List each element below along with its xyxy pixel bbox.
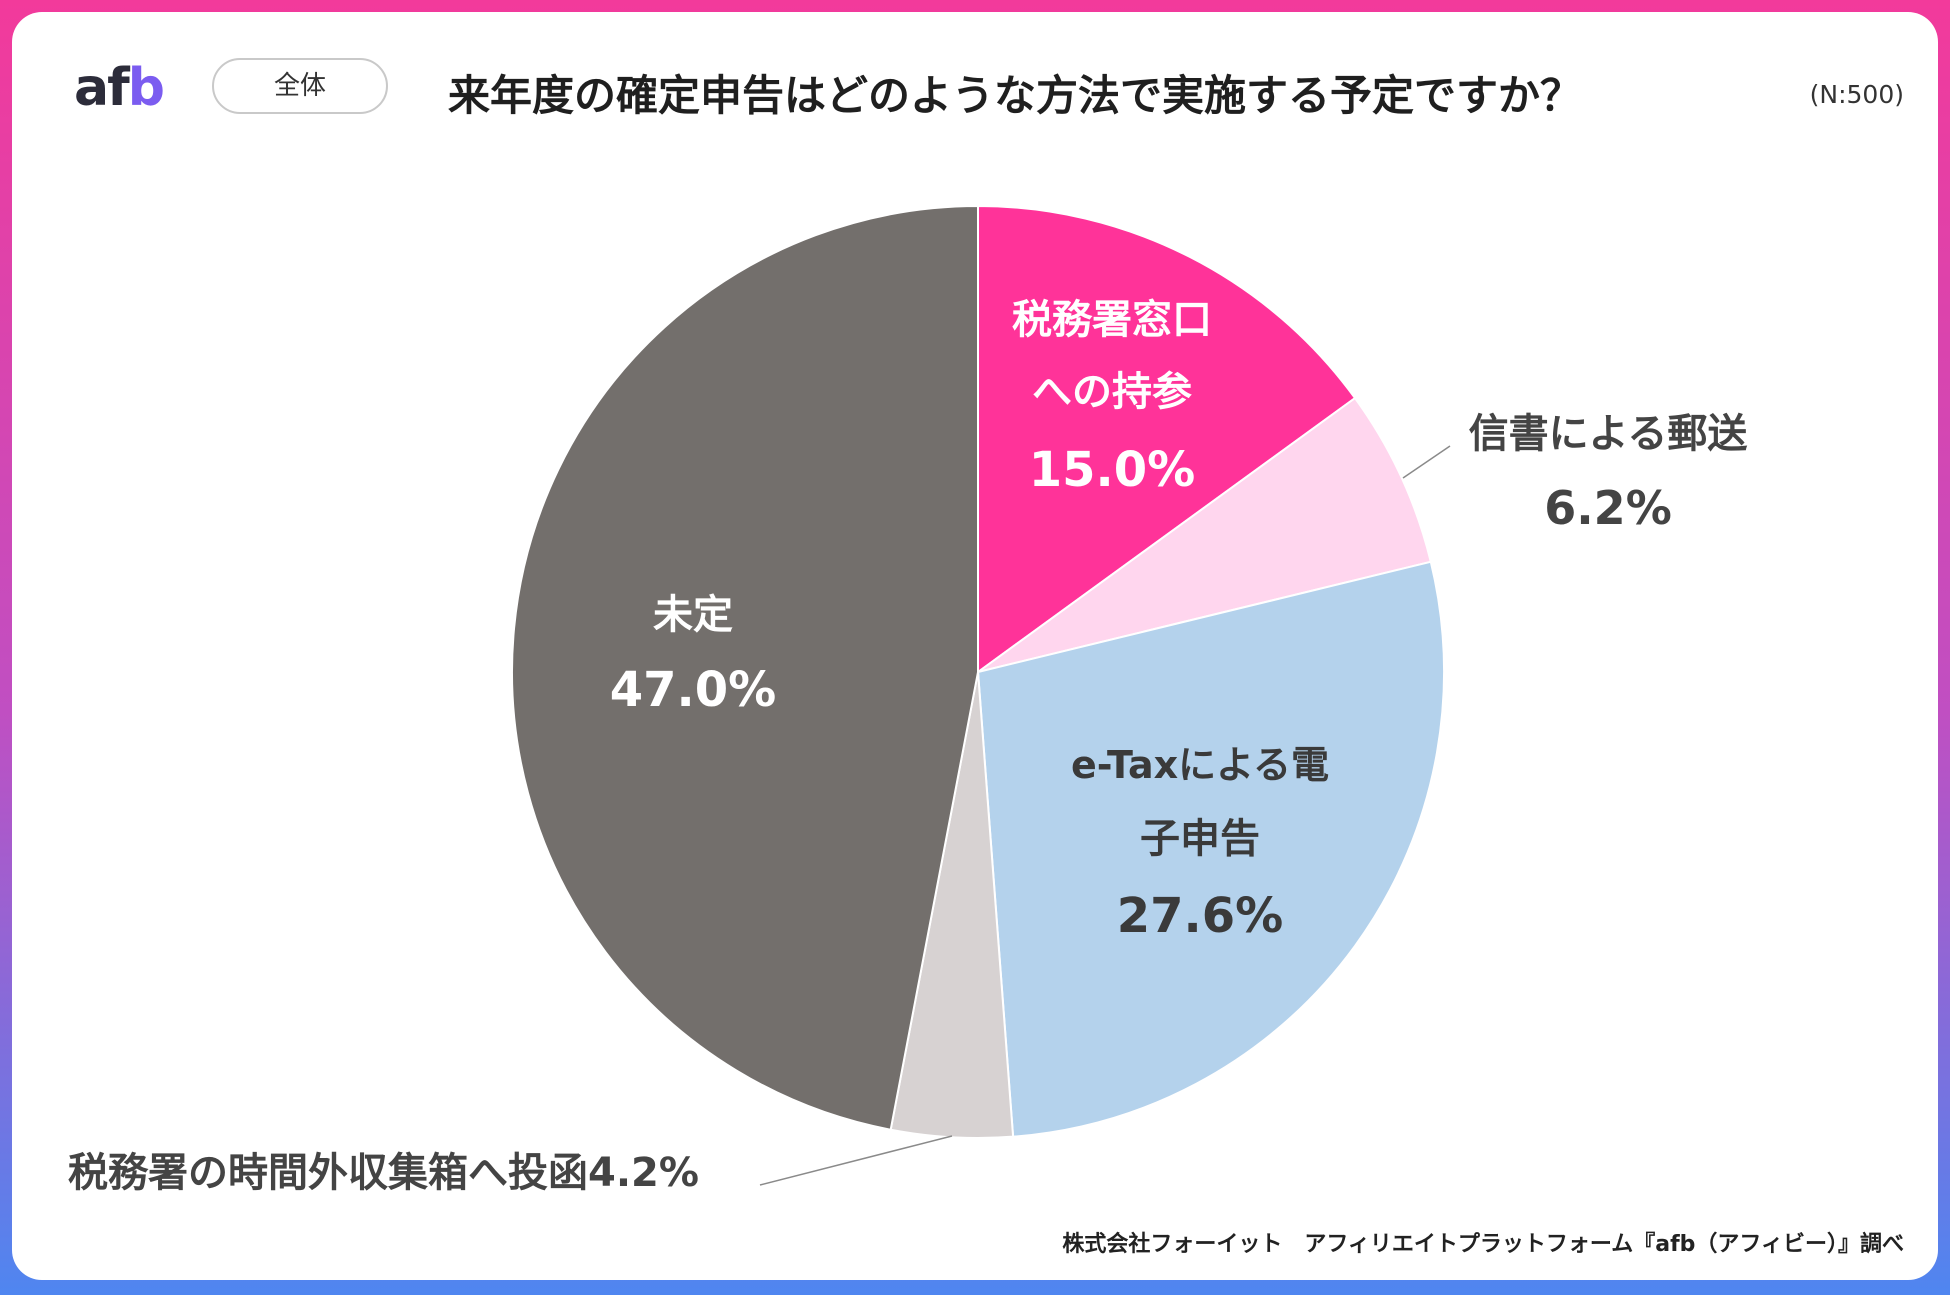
slice-value-3: 27.6% [1117, 888, 1284, 944]
leader-line-4 [759, 1135, 953, 1186]
slice-label-2: 信書による郵送 [1469, 411, 1748, 457]
slice-value-2: 6.2% [1544, 481, 1672, 535]
afb-logo: afb [74, 58, 165, 118]
slice-label-4: 税務署の時間外収集箱へ投函4.2% [68, 1150, 699, 1196]
survey-credit: 株式会社フォーイット アフィリエイトプラットフォーム『afb（アフィビー）』調べ [1062, 1232, 1904, 1257]
slice-label-1-line2: への持参 [1032, 369, 1192, 415]
pie-slice-1 [977, 204, 1357, 674]
sample-size-label: (N:500) [1809, 80, 1904, 109]
pie-slice-2 [977, 396, 1432, 673]
scope-badge: 全体 [212, 58, 388, 114]
slice-label-5: 未定 [653, 592, 733, 638]
slice-label-1-line1: 税務署窓口 [1012, 297, 1212, 343]
slice-label-3-line2: 子申告 [1140, 816, 1260, 862]
pie-slice-5 [510, 204, 979, 1131]
slice-value-1: 15.0% [1029, 442, 1196, 498]
slice-label-3-line1: e-Taxによる電 [1071, 743, 1329, 787]
chart-title: 来年度の確定申告はどのような方法で実施する予定ですか？ [448, 71, 1583, 120]
slice-value-5: 47.0% [610, 662, 777, 718]
pie-slice-3 [976, 560, 1445, 1138]
leader-line-2 [1402, 445, 1451, 479]
